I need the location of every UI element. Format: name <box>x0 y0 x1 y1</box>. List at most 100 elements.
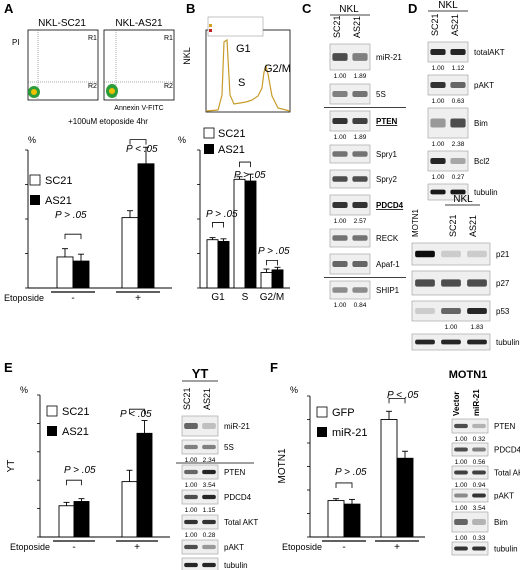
bar-sc21 <box>233 178 246 289</box>
blot-apaf-1 <box>329 253 371 275</box>
blot-label-pten: PTEN <box>224 468 246 477</box>
blot-band <box>352 235 368 241</box>
quant-value: 3.54 <box>473 505 486 512</box>
blot-label-pakt: pAKT <box>474 81 494 90</box>
bar-gfp <box>380 419 398 538</box>
blot-label-tubulin: tubulin <box>474 188 498 197</box>
blot-band <box>184 544 198 550</box>
panel-c: C NKL SC21 AS21 miR-21 1.00 1.89 5S PTEN 1.00… <box>302 1 406 309</box>
chart-a-marks <box>25 139 172 293</box>
quant-value: 1.00 <box>455 505 468 512</box>
blot-band <box>450 82 466 88</box>
blot-band <box>352 261 368 267</box>
cell-line-label: YT <box>6 460 17 473</box>
blot-stack-e: miR-21 5S 1.00 2.34 PTEN 1.00 3.54 PDCD4 1.00 1.1… <box>176 415 258 570</box>
panel-a: A NKL-SC21 R1 R2 PI NKL-AS21 R1 R2 Annex… <box>4 1 175 304</box>
flow-plot-as21: NKL-AS21 R1 R2 <box>103 18 175 101</box>
quant-value: 1.89 <box>354 73 367 80</box>
lane-label-sc21: SC21 <box>332 15 342 38</box>
blot-band <box>450 118 466 128</box>
legend-swatch-as21 <box>47 426 57 436</box>
panel-e-letter: E <box>4 360 13 375</box>
peak-label-g1: G1 <box>236 43 251 55</box>
blot-stack-d: totalAKT 1.00 1.12 pAKT 1.00 0.63 Bim 1.00 2.38 B… <box>427 41 505 201</box>
blot-label-pdcd4: PDCD4 <box>376 201 404 210</box>
bar-as21 <box>137 163 155 289</box>
panel-c-letter: C <box>302 1 312 16</box>
significance-bracket <box>212 222 224 228</box>
flow-x-label: Annexin V-FITC <box>114 105 163 112</box>
blot-band <box>472 519 486 525</box>
treatment-minus: - <box>342 542 345 553</box>
blot-band <box>454 546 468 551</box>
blot-band <box>352 202 368 208</box>
treatment-minus: - <box>71 293 74 304</box>
flow-region-r1: R1 <box>88 35 97 42</box>
blot-total-akt <box>451 465 489 480</box>
blot-band <box>352 151 368 157</box>
panel-e: E % YT SC21 AS21 P > .05 P < .05 Etoposi… <box>4 360 258 570</box>
blot-band <box>352 287 368 293</box>
quant-value: 2.34 <box>203 457 216 464</box>
bar-as21 <box>72 260 90 289</box>
quant-value: 2.57 <box>354 218 367 225</box>
cell-line-label-2: NKL <box>453 194 473 205</box>
blot-band <box>352 176 368 182</box>
flow-plot-title-sc21: NKL-SC21 <box>38 18 86 29</box>
blot-band <box>202 544 216 550</box>
blot-band <box>454 519 468 525</box>
quant-value: 1.00 <box>185 457 198 464</box>
blot-band <box>202 562 216 568</box>
flow-y-label: PI <box>12 38 20 47</box>
bar-sc21 <box>121 481 138 538</box>
significance-bracket <box>335 482 353 488</box>
quant-value: 1.00 <box>432 141 445 148</box>
significance-bracket <box>388 397 406 404</box>
lane-label-mir21: miR-21 <box>472 389 481 416</box>
blot-band <box>472 423 486 429</box>
blot-band <box>184 562 198 568</box>
significance-bracket <box>129 408 145 415</box>
blot-label-5s: 5S <box>376 90 386 99</box>
blot-pten <box>329 110 371 132</box>
blot-band <box>202 469 216 475</box>
blot-band <box>472 470 486 475</box>
blot-spry2 <box>329 169 371 189</box>
quant-value: 0.32 <box>473 436 486 443</box>
legend-swatch-gfp <box>316 406 328 418</box>
blot-band <box>450 158 466 164</box>
blot-band <box>441 250 461 258</box>
blot-band <box>184 519 198 525</box>
blot-band <box>184 494 198 500</box>
phase-label-g1: G1 <box>211 292 225 303</box>
blot-label-spry2: Spry2 <box>376 175 397 184</box>
quant-value: 0.27 <box>452 174 465 181</box>
blot-stack-d2: p21 p27 p53 1.00 1.83 tubulin <box>411 242 520 351</box>
blot-band <box>467 279 487 287</box>
blot-reck <box>329 228 371 248</box>
y-unit-label: % <box>178 135 186 145</box>
blot-label-tubulin: tubulin <box>496 338 520 347</box>
cell-line-label: NKL <box>339 4 359 15</box>
blot-band <box>332 91 348 97</box>
blot-band <box>467 308 487 314</box>
quant-value: 0.84 <box>354 302 367 309</box>
blot-label-bcl2: Bcl2 <box>474 157 490 166</box>
flow-region-r1: R1 <box>164 35 173 42</box>
histogram-trace <box>205 38 291 112</box>
blot-band <box>332 118 348 124</box>
blot-band <box>202 519 216 525</box>
quant-value: 2.38 <box>452 141 465 148</box>
quant-value: 1.00 <box>185 532 198 539</box>
blot-tubulin <box>451 541 489 556</box>
chart-f-marks <box>307 395 425 542</box>
flow-plot-title-as21: NKL-AS21 <box>115 18 163 29</box>
treatment-label: Etoposide <box>282 542 322 552</box>
bar-sc21 <box>121 217 139 289</box>
significance-bracket <box>239 161 251 168</box>
quant-value: 1.00 <box>455 535 468 542</box>
legend-label-sc21: SC21 <box>45 175 73 187</box>
blot-band <box>430 82 446 88</box>
blot-label-bim: Bim <box>494 518 508 527</box>
